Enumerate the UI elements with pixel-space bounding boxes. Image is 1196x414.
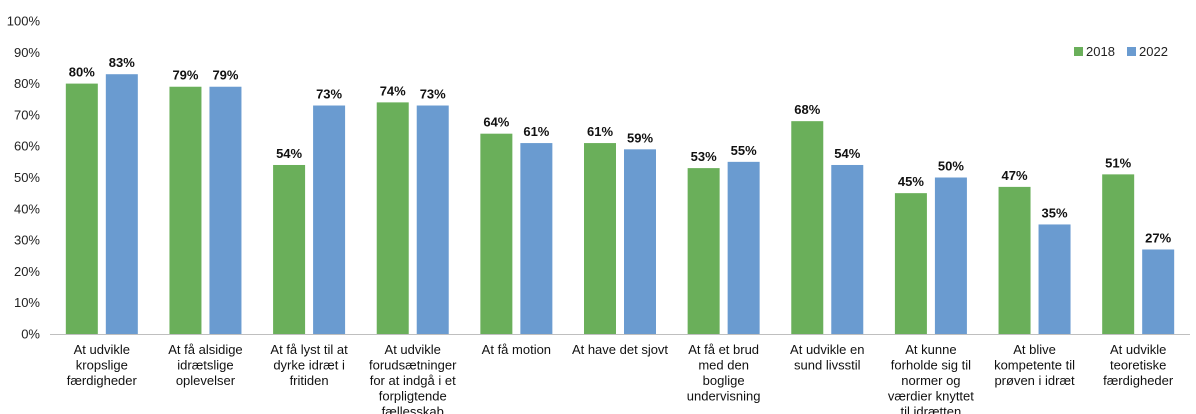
y-tick-label: 70% <box>14 107 40 122</box>
bar-2018 <box>791 121 824 334</box>
legend-label-2018: 2018 <box>1086 44 1115 59</box>
bar-2022 <box>105 74 138 335</box>
bars: 80% 83% 79% 79% 54% 73% 74% 73% 64% 61% 61% 59% 53% 5… <box>65 55 1175 335</box>
bar-2018 <box>1102 174 1135 334</box>
data-label-2018: 54% <box>276 146 302 161</box>
bar-2018 <box>273 164 306 334</box>
y-tick-label: 0% <box>21 327 40 342</box>
data-label-2018: 64% <box>483 115 509 130</box>
category-label: At få alsidige idrætslige oplevelser <box>168 342 242 388</box>
data-label-2022: 83% <box>109 55 135 70</box>
data-label-2022: 73% <box>420 87 446 102</box>
bar-2022 <box>727 161 760 334</box>
y-tick-label: 50% <box>14 170 40 185</box>
bar-2018 <box>169 86 202 334</box>
data-label-2022: 61% <box>523 124 549 139</box>
bar-2018 <box>998 186 1031 334</box>
category-label: At udvikle en sund livsstil <box>790 342 864 373</box>
category-label: At udvikle teoretiske færdigheder <box>1103 342 1174 388</box>
bar-2022 <box>934 177 967 334</box>
bar-2022 <box>1038 224 1071 334</box>
bar-2022 <box>1142 249 1175 334</box>
data-label-2018: 45% <box>898 174 924 189</box>
bar-2022 <box>416 105 449 334</box>
data-label-2018: 74% <box>380 83 406 98</box>
bar-2022 <box>520 143 553 334</box>
y-tick-label: 20% <box>14 264 40 279</box>
legend: 2018 2022 <box>1074 44 1168 59</box>
data-label-2022: 55% <box>731 143 757 158</box>
data-label-2022: 79% <box>212 68 238 83</box>
category-label: At udvikle forudsætninger for at indgå i e… <box>369 342 457 414</box>
bar-2018 <box>687 168 720 334</box>
y-tick-label: 40% <box>14 201 40 216</box>
bar-2022 <box>624 149 656 334</box>
bar-2022 <box>209 86 242 334</box>
data-label-2022: 73% <box>316 87 342 102</box>
data-label-2022: 59% <box>627 130 653 145</box>
data-label-2018: 61% <box>587 124 613 139</box>
data-label-2022: 27% <box>1145 230 1171 245</box>
bar-2018 <box>584 143 616 334</box>
x-axis: At udvikle kropslige færdigheder At få alsi… <box>67 342 1174 414</box>
y-axis: 0% 10% 20% 30% 40% 50% 60% 70% 80% 90% 100% <box>7 14 1190 342</box>
y-tick-label: 10% <box>14 295 40 310</box>
category-label: At få lyst til at dyrke idræt i fritiden <box>270 342 348 388</box>
data-label-2018: 51% <box>1105 155 1131 170</box>
y-tick-label: 30% <box>14 233 40 248</box>
bar-2018 <box>376 102 409 334</box>
data-label-2018: 53% <box>691 149 717 164</box>
y-tick-label: 80% <box>14 76 40 91</box>
category-label: At udvikle kropslige færdigheder <box>67 342 138 388</box>
category-label: At få motion <box>482 342 551 357</box>
bar-2022 <box>313 105 346 334</box>
bar-2018 <box>480 133 513 334</box>
data-label-2022: 54% <box>834 146 860 161</box>
data-label-2022: 50% <box>938 159 964 174</box>
y-tick-label: 100% <box>7 14 41 29</box>
bar-2018 <box>894 193 927 334</box>
category-label: At blive kompetente til prøven i idræt <box>994 342 1075 388</box>
data-label-2022: 35% <box>1042 205 1068 220</box>
data-label-2018: 79% <box>172 68 198 83</box>
category-label: At få et brud med den boglige undervisning <box>687 342 761 404</box>
legend-swatch-2018 <box>1074 47 1083 56</box>
data-label-2018: 68% <box>794 102 820 117</box>
category-label: At kunne forholde sig til normer og værdier… <box>888 342 974 414</box>
bar-2018 <box>65 83 98 334</box>
legend-swatch-2022 <box>1127 47 1136 56</box>
bar-2022 <box>831 164 864 334</box>
data-label-2018: 47% <box>1002 168 1028 183</box>
y-tick-label: 90% <box>14 45 40 60</box>
legend-label-2022: 2022 <box>1139 44 1168 59</box>
y-tick-label: 60% <box>14 139 40 154</box>
data-label-2018: 80% <box>69 65 95 80</box>
category-label: At have det sjovt <box>572 342 668 357</box>
